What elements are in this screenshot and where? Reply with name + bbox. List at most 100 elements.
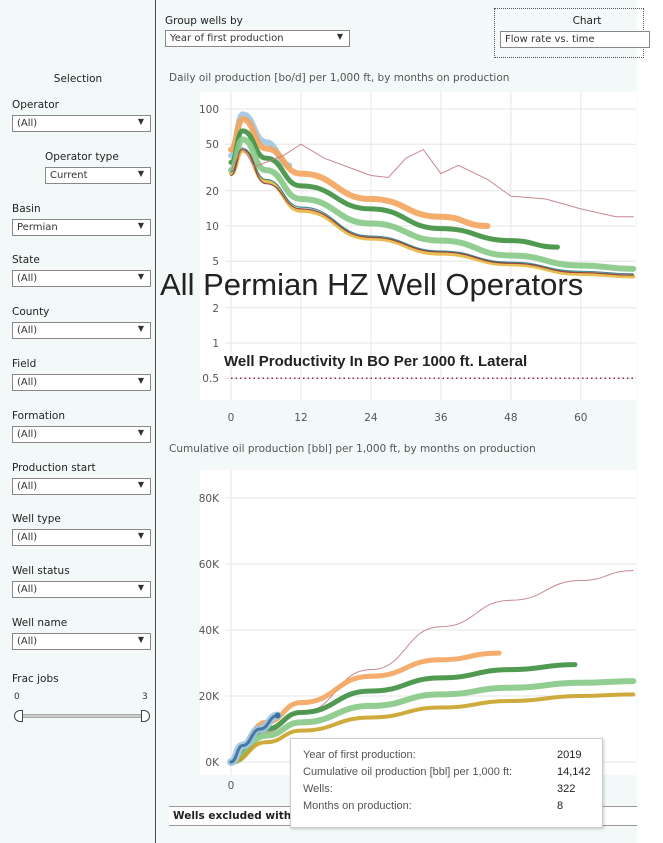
chevron-down-icon: ▼ — [137, 220, 144, 230]
chart-1: 80K 60K 40K 20K 0K 0 — [199, 470, 637, 792]
series-line-2017[interactable] — [228, 128, 560, 250]
filter-value: Permian — [17, 221, 58, 233]
x-tick-label: 48 — [504, 412, 517, 424]
tooltip-row: Months on production: 8 — [303, 798, 590, 815]
group-wells-dropdown[interactable]: Year of first production ▼ — [165, 30, 350, 47]
y-tick-label: 2 — [212, 303, 219, 315]
y-tick-label: 1 — [212, 338, 219, 350]
filter-dropdown-formation[interactable]: (All) ▼ — [12, 425, 151, 443]
chart-label: Chart — [572, 15, 602, 27]
y-tick-label: 0.5 — [202, 373, 219, 385]
filter-label: Well status — [12, 565, 70, 578]
tooltip-key: Wells: — [303, 783, 333, 795]
frac-max: 3 — [142, 692, 148, 702]
series-line-2014[interactable] — [230, 147, 634, 275]
y-tick-label: 5 — [212, 256, 219, 268]
y-tick-label: 0K — [205, 757, 220, 769]
filter-value: (All) — [17, 480, 38, 492]
tooltip-value: 8 — [557, 800, 564, 812]
filter-dropdown-well-name[interactable]: (All) ▼ — [12, 633, 151, 650]
chevron-down-icon: ▼ — [336, 32, 343, 41]
filter-label: Formation — [12, 409, 65, 422]
chevron-down-icon: ▼ — [137, 531, 144, 541]
frac-slider-high-handle[interactable] — [141, 710, 150, 722]
series-line-2016[interactable] — [228, 136, 637, 272]
filter-label: Basin — [12, 202, 41, 215]
tooltip-anchor-point[interactable] — [274, 712, 281, 719]
filter-value: (All) — [17, 428, 38, 440]
chart-type-dropdown[interactable]: Flow rate vs. time — [500, 31, 650, 48]
y-tick-label: 20 — [206, 186, 219, 198]
overlay-subtitle: Well Productivity In BO Per 1000 ft. Lat… — [224, 353, 528, 370]
tooltip-value: 322 — [557, 783, 576, 795]
filter-value: (All) — [17, 118, 38, 129]
tooltip-key: Year of first production: — [303, 749, 416, 761]
chevron-down-icon: ▼ — [137, 479, 144, 489]
filter-dropdown-well-type[interactable]: (All) ▼ — [12, 529, 151, 547]
chevron-down-icon: ▼ — [137, 272, 144, 282]
overlay-title: All Permian HZ Well Operators — [160, 267, 584, 302]
x-tick-label: 24 — [364, 412, 378, 424]
filter-value: (All) — [17, 273, 38, 285]
x-tick-label: 60 — [574, 412, 587, 424]
y-tick-label: 10 — [206, 221, 219, 233]
filter-value: (All) — [17, 584, 38, 596]
series-line-2013[interactable] — [230, 148, 634, 276]
tooltip: Year of first production: 2019 Cumulative … — [290, 738, 603, 828]
filter-sidebar: Selection Operator (All) ▼ Operator type Cur… — [0, 0, 156, 843]
series-line-2019-highlight[interactable] — [229, 713, 280, 764]
filter-label: Operator type — [45, 150, 119, 163]
filter-value: (All) — [17, 377, 38, 388]
chart-selector-panel: Chart Flow rate vs. time — [494, 8, 650, 58]
x-tick-label: 12 — [294, 412, 307, 424]
tooltip-key: Cumulative oil production [bbl] per 1,00… — [303, 766, 513, 778]
chevron-down-icon: ▼ — [137, 324, 144, 334]
filter-label: Well type — [12, 513, 61, 526]
filter-label: Field — [12, 358, 37, 370]
tooltip-row: Year of first production: 2019 — [303, 747, 590, 764]
series-line-2018[interactable] — [228, 650, 502, 765]
chart-0: 100 50 20 10 5 2 1 0.5 0 12 24 36 48 60 — [199, 92, 637, 424]
filter-value: (All) — [17, 636, 38, 647]
filter-value: (All) — [17, 532, 38, 544]
filter-value: (All) — [17, 325, 38, 337]
y-tick-label: 80K — [199, 493, 220, 505]
filter-label: County — [12, 306, 50, 319]
filter-dropdown-operator[interactable]: (All) ▼ — [12, 115, 151, 132]
chevron-down-icon: ▼ — [137, 635, 144, 644]
chevron-down-icon: ▼ — [137, 427, 144, 437]
filter-label: Production start — [12, 461, 96, 474]
series-line-2018[interactable] — [228, 116, 491, 229]
filter-dropdown-county[interactable]: (All) ▼ — [12, 322, 151, 340]
filter-label: Well name — [12, 617, 68, 629]
filter-dropdown-operator-type[interactable]: Current ▼ — [45, 166, 151, 184]
tooltip-value: 2019 — [557, 749, 582, 761]
plot-area — [200, 470, 636, 775]
filter-dropdown-basin[interactable]: Permian ▼ — [12, 218, 151, 236]
top-chart-title: Daily oil production [bo/d] per 1,000 ft… — [169, 72, 510, 84]
chevron-down-icon: ▼ — [137, 583, 144, 593]
chevron-down-icon: ▼ — [137, 168, 144, 178]
filter-dropdown-field[interactable]: (All) ▼ — [12, 374, 151, 391]
y-tick-label: 100 — [199, 104, 219, 116]
filter-dropdown-production-start[interactable]: (All) ▼ — [12, 477, 151, 495]
y-tick-label: 40K — [199, 625, 220, 637]
x-tick-label: 36 — [434, 412, 448, 424]
filter-dropdown-well-status[interactable]: (All) ▼ — [12, 581, 151, 599]
series-line-2015[interactable] — [229, 692, 636, 764]
frac-slider-low-handle[interactable] — [14, 710, 23, 722]
tooltip-key: Months on production: — [303, 800, 412, 812]
y-tick-label: 60K — [199, 559, 220, 571]
series-line-2012[interactable] — [230, 143, 634, 218]
x-tick-label: 0 — [228, 780, 235, 792]
tooltip-row: Wells: 322 — [303, 781, 590, 798]
filter-label: State — [12, 254, 40, 267]
filter-dropdown-state[interactable]: (All) ▼ — [12, 270, 151, 288]
tooltip-row: Cumulative oil production [bbl] per 1,00… — [303, 764, 591, 781]
series-line-2016[interactable] — [228, 678, 637, 765]
chart-type-value: Flow rate vs. time — [505, 34, 595, 45]
series-line-2012[interactable] — [230, 570, 634, 763]
chevron-down-icon: ▼ — [137, 376, 144, 385]
frac-min: 0 — [14, 692, 20, 702]
